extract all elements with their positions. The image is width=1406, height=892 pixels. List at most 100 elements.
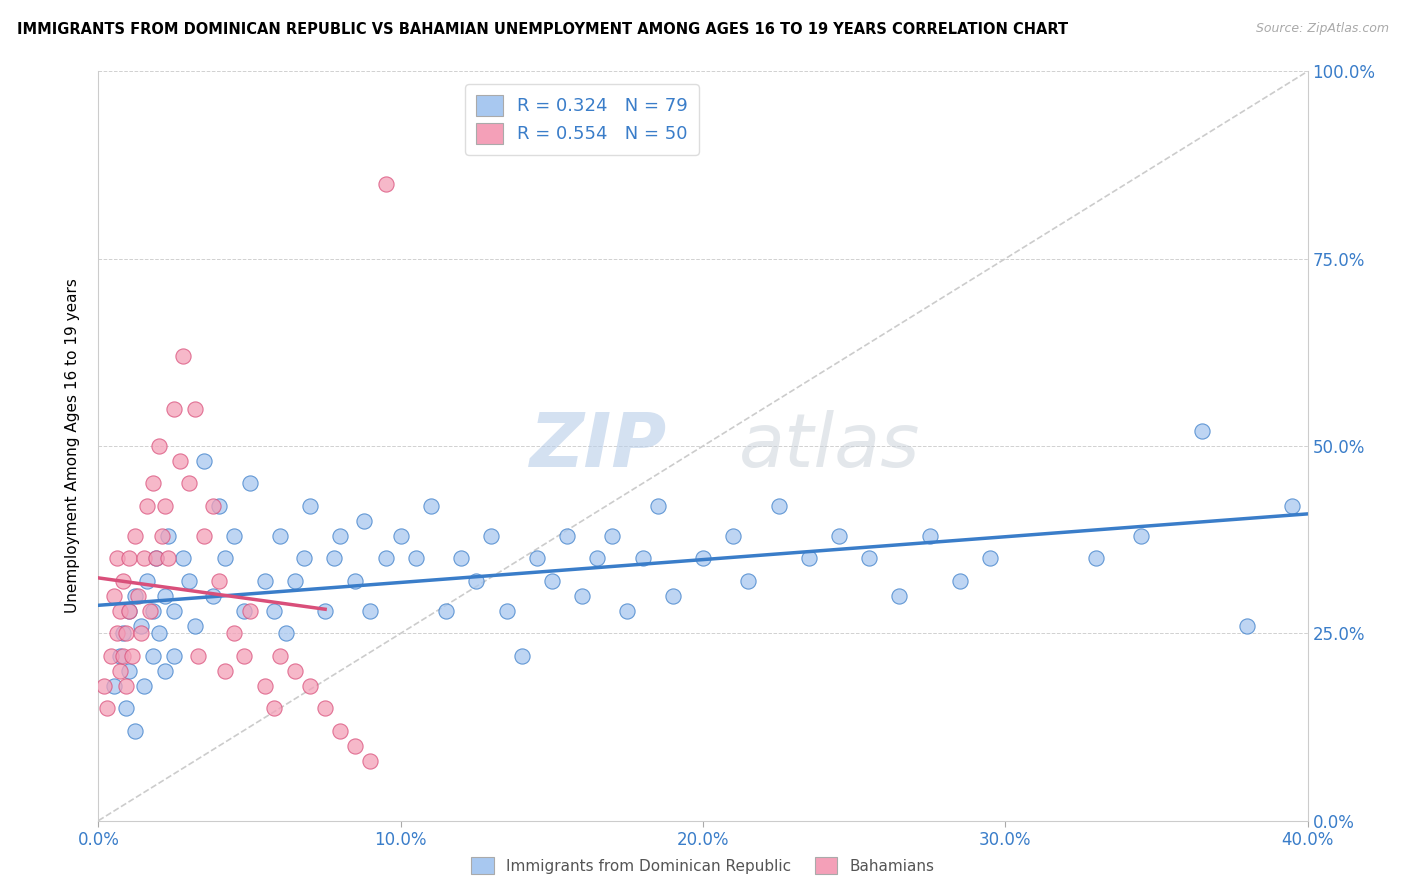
Point [979,551,1001,566]
Point [100,648,122,663]
Point [329,529,352,543]
Point [108,648,131,663]
Point [153,499,176,513]
Point [299,679,322,693]
Point [889,589,911,603]
Point [737,574,759,588]
Point [156,529,179,543]
Point [481,529,503,543]
Point [253,574,276,588]
Point [360,754,382,768]
Point [450,551,472,566]
Point [263,701,285,715]
Text: Source: ZipAtlas.com: Source: ZipAtlas.com [1256,22,1389,36]
Point [360,604,382,618]
Point [434,604,457,618]
Point [323,551,346,566]
Point [495,604,517,618]
Point [187,648,209,663]
Point [292,551,315,566]
Point [284,664,307,678]
Point [299,499,322,513]
Point [232,604,254,618]
Point [148,439,170,453]
Point [1281,499,1303,513]
Point [132,551,155,566]
Point [135,499,157,513]
Point [132,679,155,693]
Point [405,551,427,566]
Point [163,401,186,416]
Point [723,529,745,543]
Point [797,551,820,566]
Point [145,551,167,566]
Point [124,529,146,543]
Point [114,626,136,640]
Legend: Immigrants from Dominican Republic, Bahamians: Immigrants from Dominican Republic, Baha… [465,851,941,880]
Point [224,529,246,543]
Point [239,604,262,618]
Text: ZIP: ZIP [530,409,666,483]
Point [510,648,533,663]
Point [1085,551,1108,566]
Point [918,529,941,543]
Point [329,723,352,738]
Point [156,551,179,566]
Point [193,529,215,543]
Point [214,664,236,678]
Point [150,529,173,543]
Point [214,551,236,566]
Point [111,648,134,663]
Point [118,604,141,618]
Point [269,648,291,663]
Point [103,679,125,693]
Point [105,626,128,640]
Point [202,499,225,513]
Point [263,604,285,618]
Point [169,454,191,468]
Point [96,701,118,715]
Point [949,574,972,588]
Point [353,514,375,528]
Point [344,574,367,588]
Point [202,589,225,603]
Point [269,529,291,543]
Point [274,626,297,640]
Point [768,499,790,513]
Point [111,574,134,588]
Point [124,589,146,603]
Point [571,589,593,603]
Point [184,401,207,416]
Point [692,551,714,566]
Point [828,529,851,543]
Point [616,604,638,618]
Point [1130,529,1153,543]
Point [540,574,562,588]
Point [179,574,201,588]
Point [193,454,215,468]
Point [224,626,246,640]
Point [374,177,396,191]
Text: atlas: atlas [740,410,921,482]
Point [145,551,167,566]
Point [631,551,654,566]
Point [314,701,336,715]
Point [465,574,488,588]
Point [208,499,231,513]
Point [105,551,128,566]
Point [103,589,125,603]
Point [139,604,162,618]
Point [232,648,254,663]
Point [253,679,276,693]
Y-axis label: Unemployment Among Ages 16 to 19 years: Unemployment Among Ages 16 to 19 years [65,278,80,614]
Point [184,619,207,633]
Point [121,648,143,663]
Point [118,604,141,618]
Point [127,589,149,603]
Point [420,499,443,513]
Point [858,551,880,566]
Point [142,648,165,663]
Point [148,626,170,640]
Point [163,604,186,618]
Text: IMMIGRANTS FROM DOMINICAN REPUBLIC VS BAHAMIAN UNEMPLOYMENT AMONG AGES 16 TO 19 : IMMIGRANTS FROM DOMINICAN REPUBLIC VS BA… [17,22,1069,37]
